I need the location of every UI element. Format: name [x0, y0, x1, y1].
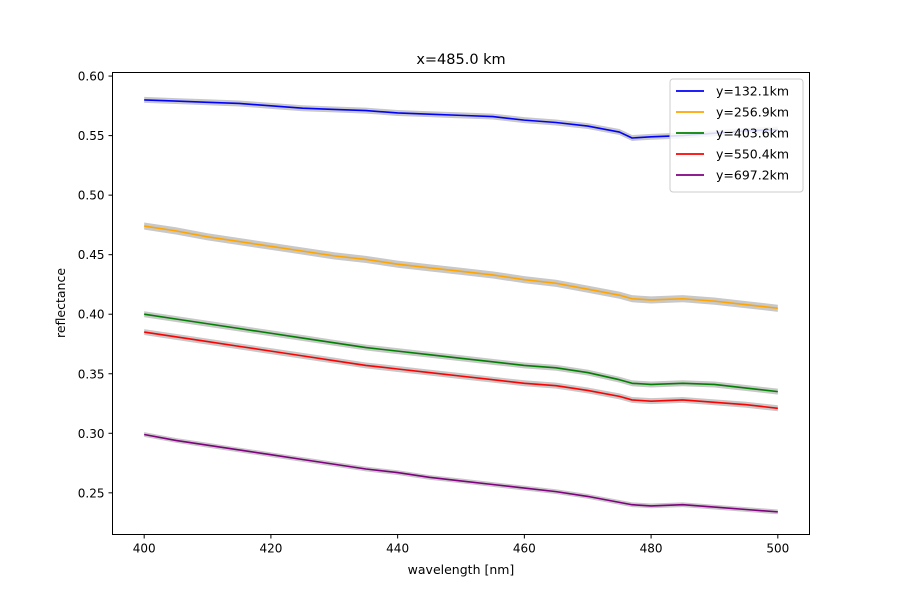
series-lines [144, 99, 778, 513]
plot-area-frame [112, 72, 810, 535]
legend-entry: y=256.9km [716, 105, 789, 120]
y-axis: 0.25 0.30 0.35 0.40 0.45 0.50 0.55 0.60 [78, 70, 113, 500]
legend-entry: y=550.4km [716, 147, 789, 162]
y-tick-label: 0.45 [78, 248, 105, 262]
series-band-3 [144, 329, 778, 412]
series-line-2 [144, 313, 778, 393]
legend: y=132.1km y=256.9km y=403.6km y=550.4km y=69… [669, 78, 804, 193]
legend-entry: y=697.2km [716, 168, 789, 183]
y-tick-label: 0.50 [78, 189, 105, 203]
x-tick-label: 420 [259, 542, 282, 556]
series-line-3 [144, 331, 778, 410]
y-tick-label: 0.40 [78, 308, 105, 322]
legend-entry: y=403.6km [716, 126, 789, 141]
x-tick-label: 500 [766, 542, 789, 556]
chart-title: x=485.0 km [416, 52, 505, 68]
series-line-1 [144, 225, 778, 310]
x-tick-label: 480 [640, 542, 663, 556]
y-axis-label: reflectance [53, 268, 68, 338]
y-tick-label: 0.60 [78, 70, 105, 84]
y-tick-label: 0.30 [78, 427, 105, 441]
y-tick-label: 0.35 [78, 367, 105, 381]
series-band-2 [144, 311, 778, 395]
y-tick-label: 0.25 [78, 486, 105, 500]
series-band-4 [144, 432, 778, 515]
series-band-1 [144, 222, 778, 312]
legend-box [669, 78, 804, 193]
x-axis: 400 420 440 460 480 500 [133, 534, 789, 556]
x-tick-label: 400 [133, 542, 156, 556]
x-tick-label: 440 [386, 542, 409, 556]
series-line-0 [144, 99, 778, 139]
y-tick-label: 0.55 [78, 129, 105, 143]
series-line-4 [144, 433, 778, 513]
legend-entry: y=132.1km [716, 84, 789, 99]
x-tick-label: 460 [513, 542, 536, 556]
x-axis-label: wavelength [nm] [408, 562, 515, 577]
